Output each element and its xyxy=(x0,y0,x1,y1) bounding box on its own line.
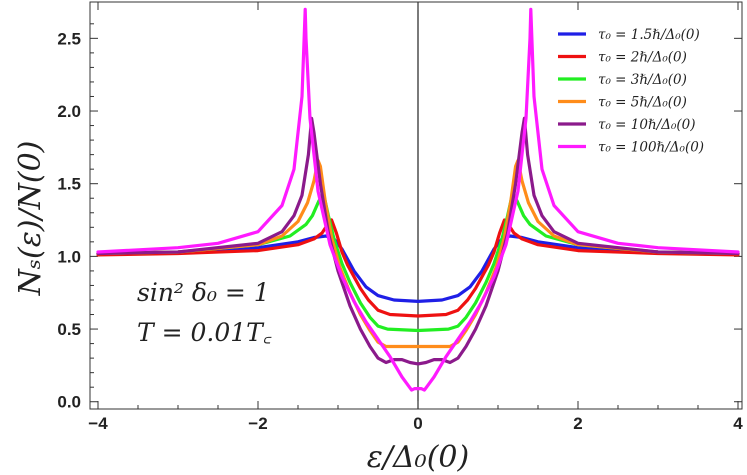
y-axis-title: Nₛ(ε)/N(0) xyxy=(13,141,48,297)
y-tick-label: 1.0 xyxy=(57,247,81,266)
plot-frame xyxy=(89,1,743,410)
x-tick-label: −2 xyxy=(248,414,267,433)
series-line-3 xyxy=(96,158,740,349)
y-tick-label: 0.0 xyxy=(57,393,81,412)
legend-label-1: τ₀ = 2ℏ/Δ₀(0) xyxy=(598,50,687,66)
series-line-1 xyxy=(96,218,740,318)
y-tick-label: 2.0 xyxy=(57,102,81,121)
legend-label-4: τ₀ = 10ℏ/Δ₀(0) xyxy=(598,117,695,133)
legend-label-2: τ₀ = 3ℏ/Δ₀(0) xyxy=(598,72,687,88)
x-axis-title: ε/Δ₀(0) xyxy=(367,440,469,475)
x-tick-label: 0 xyxy=(413,414,422,433)
y-tick-label: 0.5 xyxy=(57,320,81,339)
y-tick-label: 2.5 xyxy=(57,29,81,48)
legend-label-5: τ₀ = 100ℏ/Δ₀(0) xyxy=(598,140,704,156)
y-tick-label: 1.5 xyxy=(57,175,81,194)
x-tick-label: −4 xyxy=(88,414,108,433)
series-line-2 xyxy=(96,192,740,333)
legend-label-0: τ₀ = 1.5ℏ/Δ₀(0) xyxy=(598,27,700,43)
annotation-temperature: T = 0.01T꜀ xyxy=(137,318,272,347)
x-tick-label: 4 xyxy=(733,414,743,433)
series-line-5 xyxy=(96,7,740,392)
annotation-sin-delta: sin² δ₀ = 1 xyxy=(137,278,270,307)
x-tick-label: 2 xyxy=(573,414,582,433)
legend-label-3: τ₀ = 5ℏ/Δ₀(0) xyxy=(598,95,687,111)
